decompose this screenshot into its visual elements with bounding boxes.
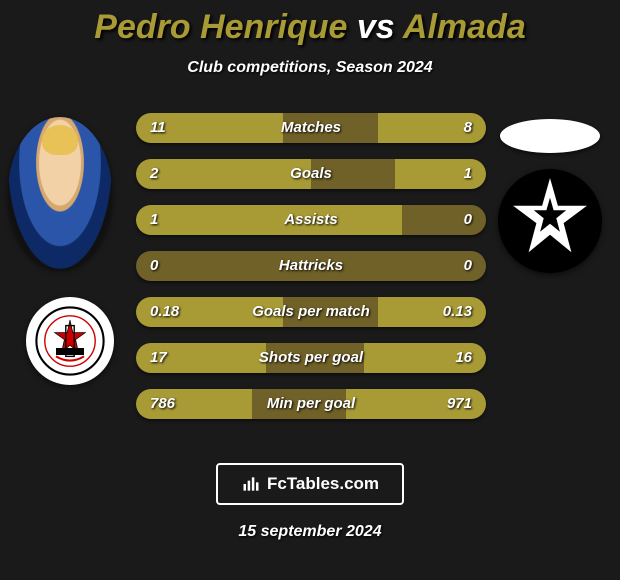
brand-badge[interactable]: FcTables.com xyxy=(216,463,404,505)
stat-label: Hattricks xyxy=(136,251,486,281)
player2-photo xyxy=(500,119,600,153)
stat-label: Shots per goal xyxy=(136,343,486,373)
date-text: 15 september 2024 xyxy=(0,523,620,541)
stat-row: 786971Min per goal xyxy=(136,389,486,419)
stat-label: Assists xyxy=(136,205,486,235)
player2-name: Almada xyxy=(403,8,526,46)
comparison-title: Pedro Henrique vs Almada xyxy=(0,0,620,47)
player2-club-badge xyxy=(498,169,602,273)
stat-label: Min per goal xyxy=(136,389,486,419)
stat-row: 10Assists xyxy=(136,205,486,235)
vs-text: vs xyxy=(357,8,395,46)
stat-label: Matches xyxy=(136,113,486,143)
stat-row: 0.180.13Goals per match xyxy=(136,297,486,327)
stat-row: 118Matches xyxy=(136,113,486,143)
stat-row: 1716Shots per goal xyxy=(136,343,486,373)
player1-name: Pedro Henrique xyxy=(94,8,347,46)
stat-label: Goals per match xyxy=(136,297,486,327)
stat-row: 00Hattricks xyxy=(136,251,486,281)
player1-photo xyxy=(8,117,112,269)
brand-text: FcTables.com xyxy=(267,474,379,494)
stat-bars: 118Matches 21Goals 10Assists 00Hattricks 0.1… xyxy=(136,113,486,435)
stat-row: 21Goals xyxy=(136,159,486,189)
subtitle: Club competitions, Season 2024 xyxy=(0,59,620,77)
botafogo-icon xyxy=(505,176,595,266)
chart-icon xyxy=(241,474,261,494)
corinthians-icon xyxy=(35,306,105,376)
stat-label: Goals xyxy=(136,159,486,189)
player1-club-badge xyxy=(26,297,114,385)
comparison-stage: 118Matches 21Goals 10Assists 00Hattricks 0.1… xyxy=(0,97,620,457)
